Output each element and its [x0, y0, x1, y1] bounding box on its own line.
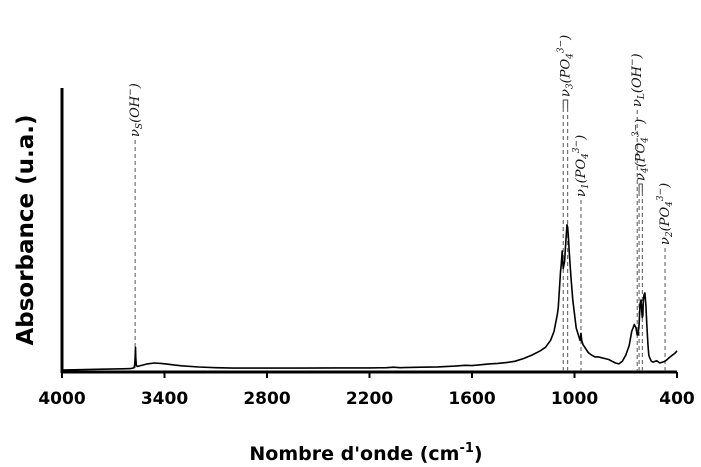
annotation-guides: [134, 99, 666, 371]
x-tick-label: 4000: [38, 389, 85, 409]
peak-label: ν3(PO43−): [556, 35, 575, 97]
peak-bracket: [638, 183, 643, 192]
plot-area: [61, 224, 678, 371]
x-axis-title-sup: -1: [459, 441, 473, 456]
x-axis-title-close: ): [474, 443, 483, 465]
x-tick-label: 1000: [551, 389, 598, 409]
x-tick-label: 3400: [141, 389, 188, 409]
peak-label: ν1(PO43−): [572, 135, 591, 197]
peak-label: ν2(PO43−): [656, 183, 675, 245]
x-axis-title: Nombre d'onde (cm-1): [249, 441, 482, 465]
x-tick-labels: 4000 3400 2800 2200 1600 1000 400: [38, 372, 695, 409]
peak-label: νL(OH−): [628, 53, 647, 107]
spectrum-line: [61, 224, 678, 371]
x-axis-title-main: Nombre d'onde (cm: [249, 443, 459, 465]
peak-label: νS(OH−): [126, 83, 145, 137]
x-tick-label: 2200: [346, 389, 393, 409]
x-tick-label: 400: [659, 389, 695, 409]
x-tick-label: 2800: [243, 389, 290, 409]
y-axis-title: Absorbance (u.a.): [13, 114, 39, 345]
peak-annotations: νS(OH−) ν3(PO43−) ν1(PO43−) νL(OH−) ν4(PO43−…: [126, 35, 675, 245]
peak-label: ν4(PO43−): [632, 119, 651, 181]
x-tick-label: 1600: [448, 389, 495, 409]
axes: [60, 88, 677, 374]
peak-bracket: [562, 99, 569, 108]
